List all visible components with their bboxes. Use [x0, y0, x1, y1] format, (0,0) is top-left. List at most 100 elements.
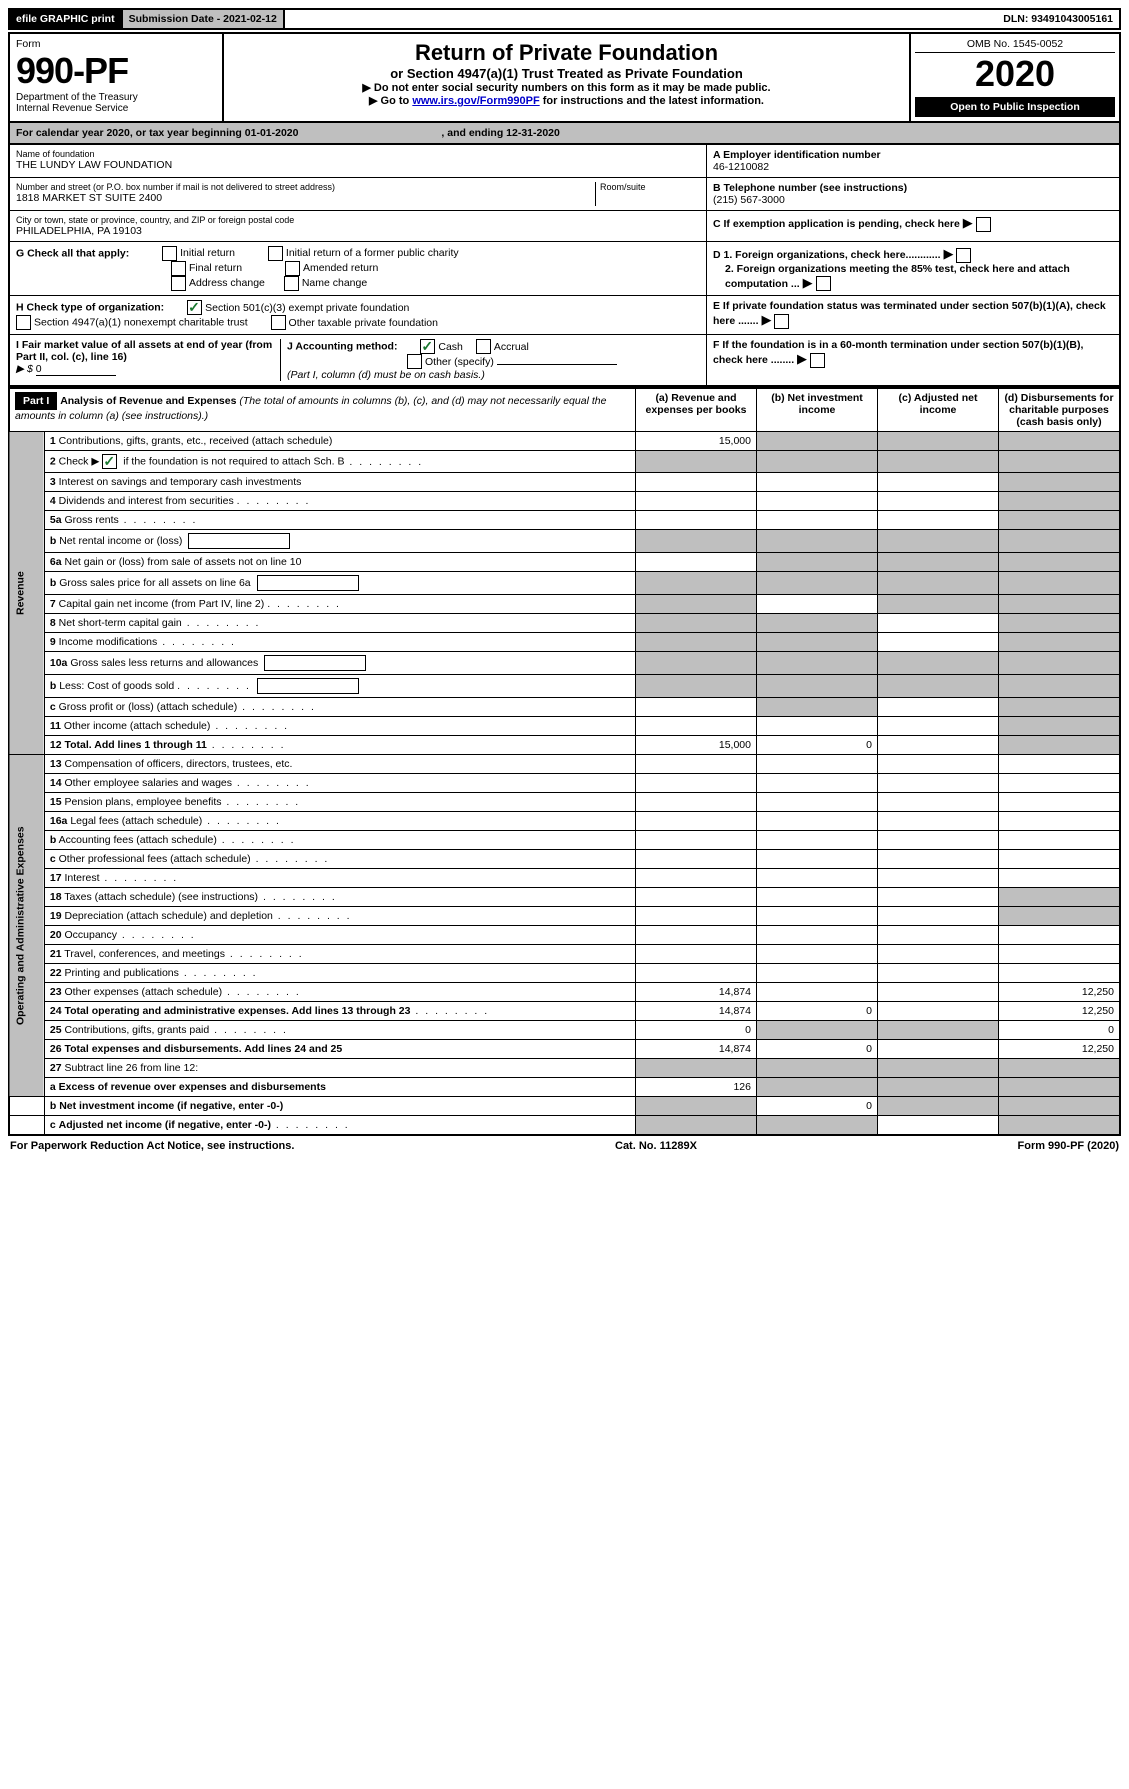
h-501c3-checkbox[interactable]: [187, 300, 202, 315]
amended-checkbox[interactable]: [285, 261, 300, 276]
line-text: Net investment income (if negative, ente…: [59, 1100, 283, 1112]
footer-right: Form 990-PF (2020): [1018, 1140, 1119, 1152]
line-text: Gross sales less returns and allowances: [70, 657, 258, 669]
city-label: City or town, state or province, country…: [16, 215, 700, 225]
city-block: City or town, state or province, country…: [10, 211, 707, 241]
f-block: F If the foundation is in a 60-month ter…: [707, 335, 1119, 385]
cell-val: 0: [999, 1021, 1121, 1040]
d2-checkbox[interactable]: [816, 276, 831, 291]
cell-val: 14,874: [636, 1002, 757, 1021]
calendar-year: For calendar year 2020, or tax year begi…: [8, 123, 1121, 145]
instr-1: ▶ Do not enter social security numbers o…: [230, 81, 903, 94]
h-4947-checkbox[interactable]: [16, 315, 31, 330]
ein-value: 46-1210082: [713, 161, 1113, 173]
form-link[interactable]: www.irs.gov/Form990PF: [412, 95, 539, 107]
line-num: c: [50, 701, 56, 713]
line-num: 15: [50, 796, 62, 808]
table-row: b Net investment income (if negative, en…: [9, 1097, 1120, 1116]
table-row: 16a Legal fees (attach schedule): [9, 812, 1120, 831]
revenue-vert-label: Revenue: [9, 432, 44, 755]
schb-checkbox[interactable]: [102, 454, 117, 469]
cal-mid: , and ending: [441, 127, 506, 139]
line-text: Gross sales price for all assets on line…: [59, 577, 250, 589]
table-row: 15 Pension plans, employee benefits: [9, 793, 1120, 812]
table-row: 11 Other income (attach schedule): [9, 717, 1120, 736]
line-text: Dividends and interest from securities: [59, 495, 234, 507]
j-accrual-checkbox[interactable]: [476, 339, 491, 354]
table-row: 12 Total. Add lines 1 through 1115,0000: [9, 736, 1120, 755]
c-checkbox[interactable]: [976, 217, 991, 232]
form-header: Form 990-PF Department of the Treasury I…: [8, 32, 1121, 123]
line-num: 17: [50, 872, 62, 884]
addr-phone-row: Number and street (or P.O. box number if…: [8, 178, 1121, 211]
table-row: 20 Occupancy: [9, 926, 1120, 945]
f-checkbox[interactable]: [810, 353, 825, 368]
table-row: Operating and Administrative Expenses 13…: [9, 755, 1120, 774]
arrow-icon: ▶: [803, 275, 813, 290]
d1-checkbox[interactable]: [956, 248, 971, 263]
table-row: a Excess of revenue over expenses and di…: [9, 1078, 1120, 1097]
d-block: D 1. Foreign organizations, check here..…: [707, 242, 1119, 295]
cell-val: 15,000: [636, 736, 757, 755]
j-other-label: Other (specify): [425, 356, 494, 368]
table-row: 6a Net gain or (loss) from sale of asset…: [9, 553, 1120, 572]
line-num: 20: [50, 929, 62, 941]
address-block: Number and street (or P.O. box number if…: [10, 178, 707, 210]
final-checkbox[interactable]: [171, 261, 186, 276]
line-num: 5a: [50, 514, 62, 526]
phone-block: B Telephone number (see instructions) (2…: [707, 178, 1119, 210]
e-checkbox[interactable]: [774, 314, 789, 329]
table-row: 3 Interest on savings and temporary cash…: [9, 473, 1120, 492]
initial-former-checkbox[interactable]: [268, 246, 283, 261]
line-text: Other professional fees (attach schedule…: [59, 853, 251, 865]
h-other-checkbox[interactable]: [271, 315, 286, 330]
j-other-checkbox[interactable]: [407, 354, 422, 369]
table-row: 24 Total operating and administrative ex…: [9, 1002, 1120, 1021]
table-row: 5a Gross rents: [9, 511, 1120, 530]
line-text: Contributions, gifts, grants paid: [64, 1024, 209, 1036]
form-title: Return of Private Foundation: [230, 40, 903, 66]
top-bar: efile GRAPHIC print Submission Date - 20…: [8, 8, 1121, 30]
arrow-icon: ▶: [943, 246, 953, 261]
table-row: c Adjusted net income (if negative, ente…: [9, 1116, 1120, 1136]
line-text: Gross profit or (loss) (attach schedule): [59, 701, 238, 713]
h-501c3-label: Section 501(c)(3) exempt private foundat…: [205, 302, 409, 314]
line-text2: if the foundation is not required to att…: [123, 456, 344, 468]
line-num: 27: [50, 1062, 62, 1074]
omb: OMB No. 1545-0052: [915, 38, 1115, 53]
cell-val: 14,874: [636, 983, 757, 1002]
line-text: Subtract line 26 from line 12:: [64, 1062, 198, 1074]
j-note: (Part I, column (d) must be on cash basi…: [287, 369, 485, 381]
j-label: J Accounting method:: [287, 341, 397, 353]
initial-checkbox[interactable]: [162, 246, 177, 261]
table-row: b Gross sales price for all assets on li…: [9, 572, 1120, 595]
line-num: b: [50, 535, 56, 547]
g-block: G Check all that apply: Initial return I…: [10, 242, 707, 295]
line-text: Contributions, gifts, grants, etc., rece…: [59, 435, 333, 447]
header-right: OMB No. 1545-0052 2020 Open to Public In…: [911, 34, 1119, 121]
line-num: b: [50, 680, 56, 692]
dept: Department of the Treasury: [16, 92, 216, 103]
efile-btn[interactable]: efile GRAPHIC print: [10, 10, 123, 28]
line-text: Legal fees (attach schedule): [70, 815, 202, 827]
line-text: Total operating and administrative expen…: [64, 1005, 410, 1017]
cal-pre: For calendar year 2020, or tax year begi…: [16, 127, 245, 139]
line-num: 25: [50, 1024, 62, 1036]
line-text: Adjusted net income (if negative, enter …: [59, 1119, 271, 1131]
line-num: 24: [50, 1005, 62, 1017]
header-left: Form 990-PF Department of the Treasury I…: [10, 34, 224, 121]
line-num: 16a: [50, 815, 68, 827]
e-block: E If private foundation status was termi…: [707, 296, 1119, 334]
addr-change-checkbox[interactable]: [171, 276, 186, 291]
cell-val: 12,250: [999, 1040, 1121, 1059]
table-row: 2 Check ▶ if the foundation is not requi…: [9, 451, 1120, 473]
line-num: 3: [50, 476, 56, 488]
name-change-checkbox[interactable]: [284, 276, 299, 291]
ij-block: I Fair market value of all assets at end…: [10, 335, 707, 385]
j-cash-checkbox[interactable]: [420, 339, 435, 354]
footer-mid: Cat. No. 11289X: [615, 1140, 697, 1152]
i-arrow: ▶ $: [16, 363, 33, 375]
arrow-icon: ▶: [963, 215, 973, 230]
table-row: 21 Travel, conferences, and meetings: [9, 945, 1120, 964]
line-text: Compensation of officers, directors, tru…: [64, 758, 292, 770]
